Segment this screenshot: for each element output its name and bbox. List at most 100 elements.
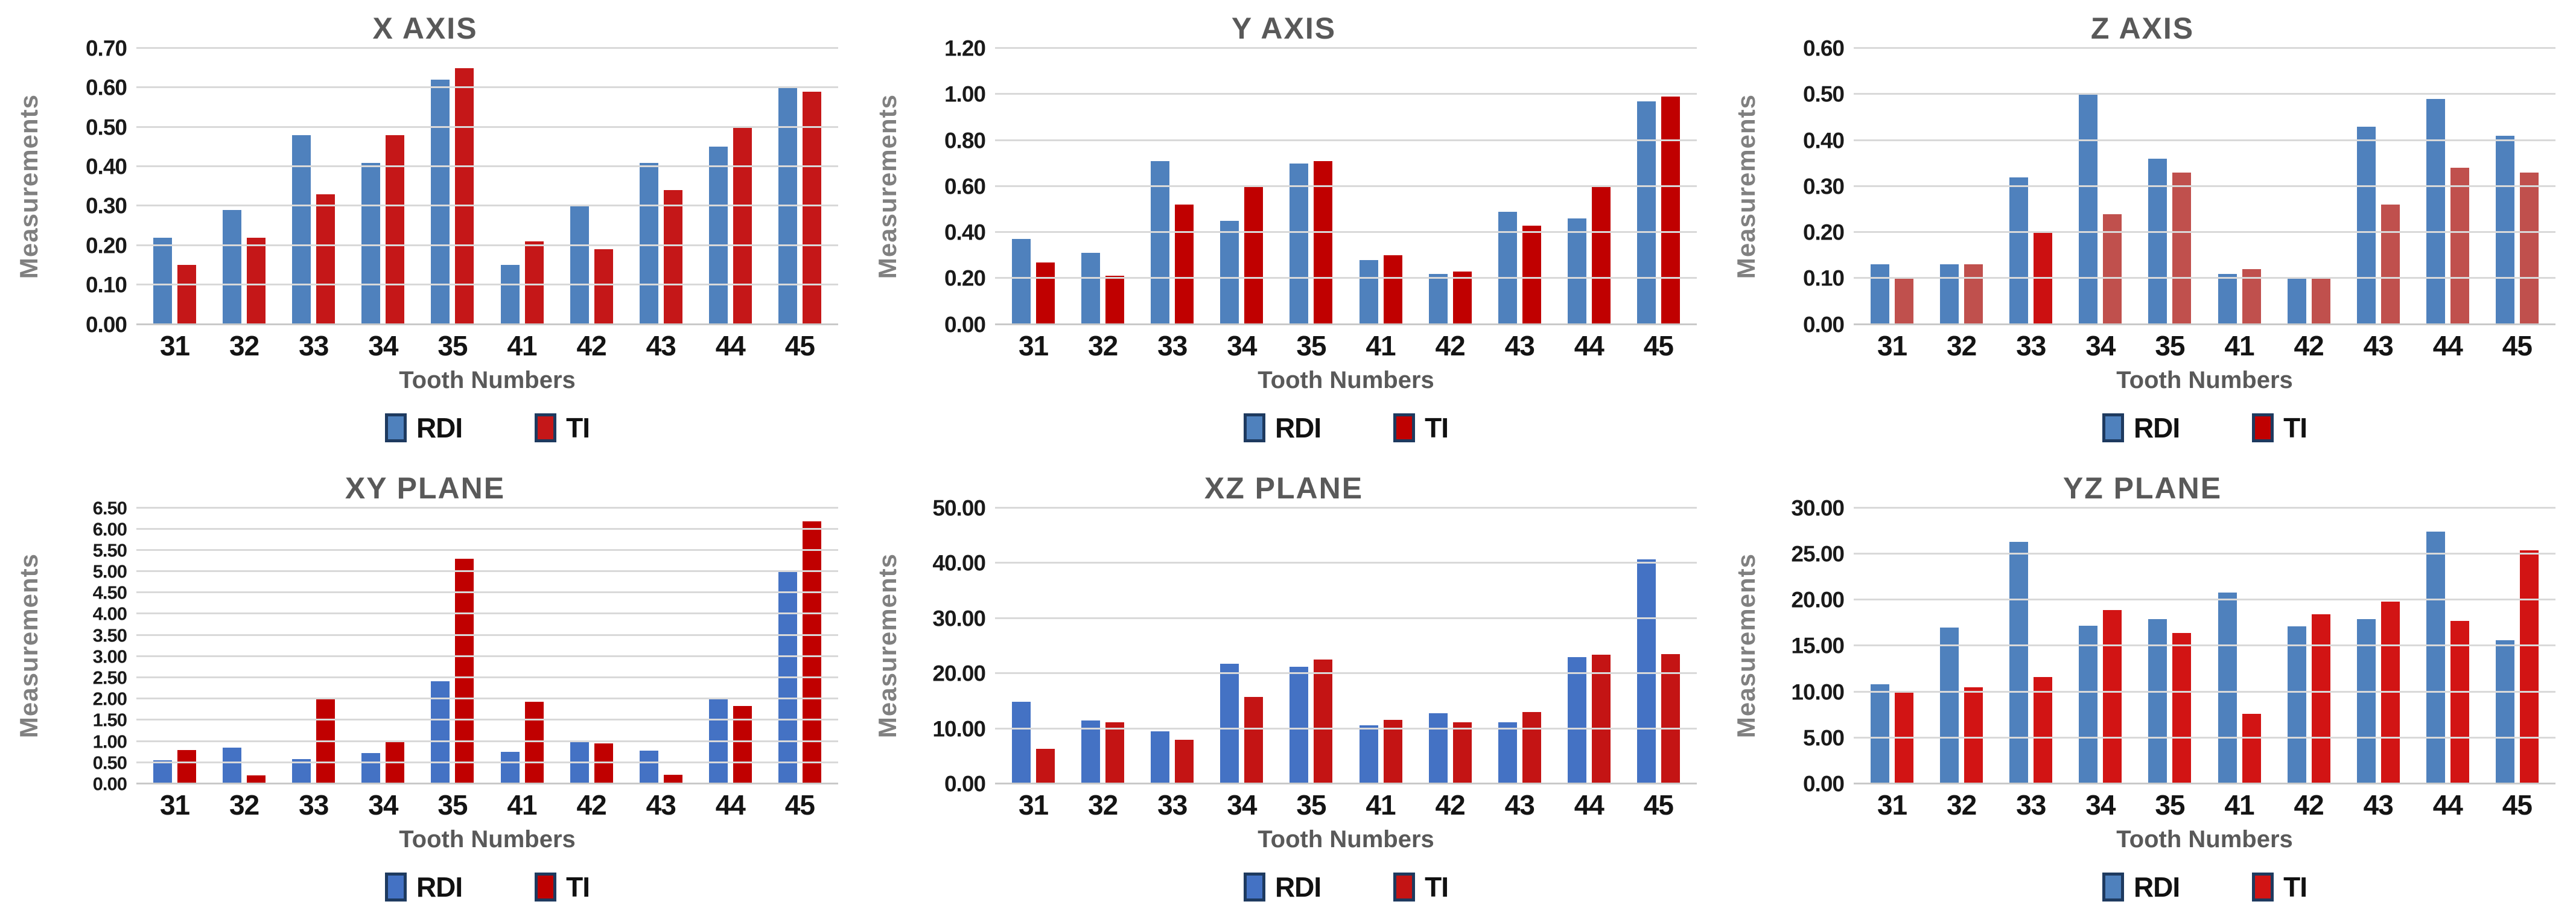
bar-ti: [733, 706, 752, 784]
gridline: [136, 47, 838, 49]
x-tick-label: 42: [576, 789, 607, 821]
bar-group: [1137, 508, 1207, 784]
chart-body: Measurements 0.00 5.00 10.00 15.00 20.00 25.0…: [1729, 497, 2555, 914]
chart-title: X AXIS: [372, 11, 478, 45]
legend-label: TI: [2283, 871, 2307, 903]
bar-group: [2482, 508, 2552, 784]
gridline: [1854, 323, 2555, 325]
bar-group: [1346, 508, 1415, 784]
bar-groups: [999, 48, 1693, 325]
gridline: [1854, 783, 2555, 784]
bar-ti: [2103, 214, 2122, 325]
bar-ti: [2103, 609, 2122, 784]
bar-group: [1137, 48, 1207, 325]
gridline: [136, 570, 838, 573]
legend-item-ti: TI: [535, 412, 590, 444]
bar-rdi: [1636, 559, 1656, 784]
bar-group: [1068, 508, 1137, 784]
bar-ti: [663, 190, 682, 325]
bar-rdi: [639, 751, 658, 784]
gridline: [136, 527, 838, 530]
bar-ti: [2450, 621, 2469, 784]
y-tick-label: 1.00: [944, 81, 986, 107]
y-tick-label: 0.30: [85, 193, 127, 218]
x-tick-label: 33: [299, 329, 329, 361]
x-tick-label: 33: [2016, 329, 2046, 361]
bar-rdi: [292, 759, 311, 784]
legend-swatch-rdi: [384, 413, 407, 442]
bar-ti: [1244, 186, 1264, 325]
gridline: [136, 205, 838, 207]
x-tick-label: 44: [1574, 789, 1604, 821]
y-tick-label: 3.50: [92, 625, 127, 646]
bar-ti: [2311, 278, 2330, 325]
x-tick-label: 45: [1643, 789, 1674, 821]
y-tick-label: 6.00: [92, 518, 127, 540]
x-axis-ticks: 31 32 33 34 35 41 42 43 44 45: [1854, 784, 2555, 822]
bar-ti: [1383, 719, 1402, 784]
legend: RDI TI: [136, 855, 838, 913]
bar-rdi: [2079, 94, 2098, 325]
bar-rdi: [292, 135, 311, 325]
bar-rdi: [431, 681, 450, 784]
y-tick-label: 10.00: [1791, 679, 1845, 705]
bar-rdi: [1359, 259, 1378, 325]
bar-ti: [247, 775, 266, 784]
legend: RDI TI: [995, 855, 1697, 913]
x-tick-label: 43: [646, 789, 676, 821]
y-tick-label: 2.50: [92, 667, 127, 688]
y-tick-label: 0.40: [1802, 128, 1845, 153]
x-tick-label: 45: [2502, 329, 2533, 361]
bar-rdi: [1567, 218, 1586, 325]
y-axis-title: Measurements: [871, 508, 905, 784]
y-axis-ticks: 0.00 0.20 0.40 0.60 0.80 1.00 1.20: [905, 37, 995, 336]
bar-rdi: [1359, 725, 1378, 784]
x-tick-label: 41: [507, 789, 537, 821]
y-tick-label: 30.00: [1791, 495, 1845, 520]
bar-rdi: [1498, 211, 1517, 325]
bar-rdi: [1871, 264, 1890, 325]
bar-group: [2274, 508, 2344, 784]
bar-group: [2413, 508, 2482, 784]
x-tick-label: 35: [2155, 329, 2185, 361]
x-tick-label: 31: [1877, 329, 1907, 361]
x-axis-ticks: 31 32 33 34 35 41 42 43 44 45: [995, 325, 1697, 363]
x-tick-label: 35: [437, 789, 468, 821]
gridline: [1854, 552, 2555, 555]
x-axis-title: Tooth Numbers: [2116, 826, 2293, 853]
bar-rdi: [500, 752, 520, 784]
bar-rdi: [2356, 619, 2376, 784]
bar-ti: [524, 702, 544, 784]
bar-ti: [1661, 653, 1680, 784]
bar-rdi: [1081, 253, 1101, 325]
bar-rdi: [570, 206, 589, 325]
y-tick-label: 4.00: [92, 603, 127, 625]
x-tick-label: 34: [368, 329, 398, 361]
x-tick-label: 35: [437, 329, 468, 361]
x-tick-label: 33: [1157, 789, 1188, 821]
y-tick-label: 0.50: [85, 115, 127, 140]
gridline: [995, 617, 1697, 619]
gridline: [1854, 47, 2555, 49]
legend-item-ti: TI: [2252, 412, 2307, 444]
bar-rdi: [1498, 722, 1517, 784]
bar-group: [557, 48, 626, 325]
gridline: [1854, 231, 2555, 234]
x-axis-title: Tooth Numbers: [2116, 366, 2293, 393]
x-tick-label: 41: [2224, 329, 2254, 361]
bar-group: [2344, 508, 2413, 784]
gridline: [136, 549, 838, 551]
gridline: [136, 284, 838, 286]
bar-ti: [1314, 161, 1333, 325]
chart-title: YZ PLANE: [2062, 471, 2222, 505]
bar-group: [1927, 508, 1996, 784]
bar-rdi: [2218, 273, 2237, 325]
gridline: [1854, 277, 2555, 279]
y-tick-label: 15.00: [1791, 633, 1845, 658]
x-tick-label: 42: [576, 329, 607, 361]
bar-ti: [1036, 262, 1055, 325]
y-tick-label: 25.00: [1791, 541, 1845, 567]
legend-item-ti: TI: [1393, 412, 1449, 444]
bar-group: [2413, 48, 2482, 325]
legend-label: TI: [2283, 412, 2307, 444]
